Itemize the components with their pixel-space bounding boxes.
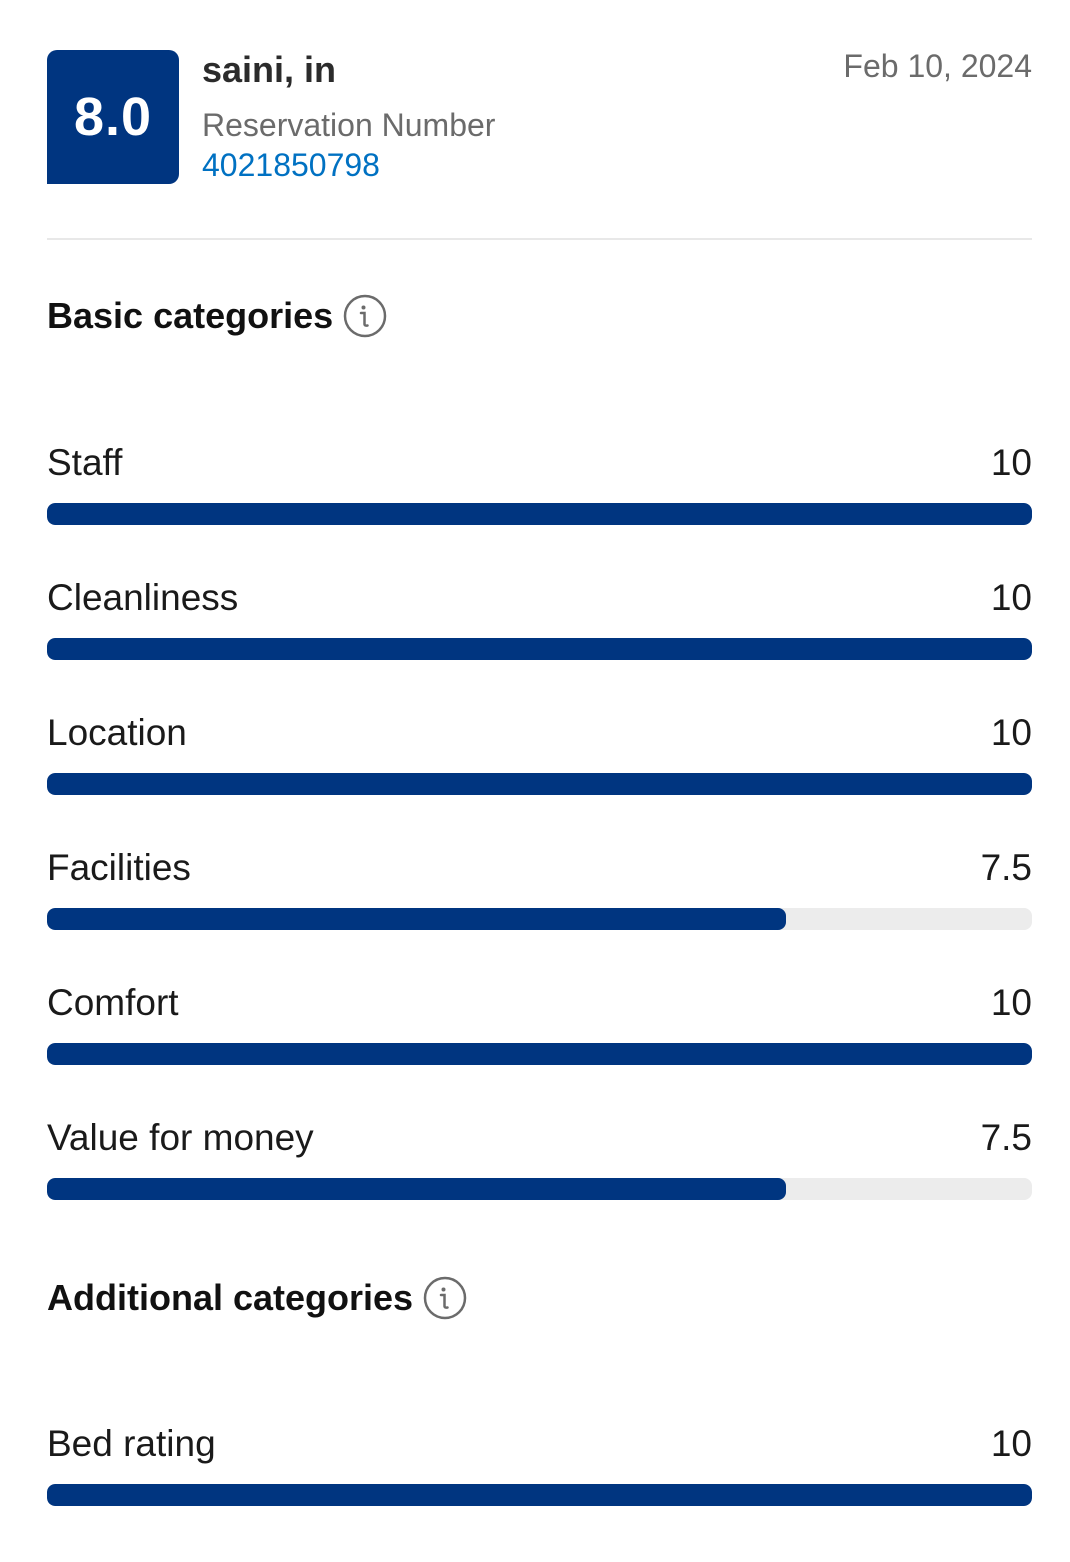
rating-label: Cleanliness — [47, 577, 239, 618]
rating-bar-track — [47, 503, 1032, 525]
rating-row-staff: Staff 10 — [47, 443, 1032, 525]
rating-label: Comfort — [47, 982, 179, 1023]
basic-categories-heading: Basic categories — [47, 294, 387, 338]
info-icon[interactable] — [343, 294, 387, 338]
rating-label: Value for money — [47, 1117, 314, 1158]
rating-bar-fill — [47, 638, 1032, 660]
rating-bar-track — [47, 773, 1032, 795]
rating-row-bed-rating: Bed rating 10 — [47, 1424, 1032, 1506]
rating-bar-track — [47, 908, 1032, 930]
rating-label: Location — [47, 712, 187, 753]
rating-bar-track — [47, 1178, 1032, 1200]
rating-bar-fill — [47, 908, 786, 930]
review-date: Feb 10, 2024 — [843, 48, 1032, 84]
rating-value: 10 — [990, 1423, 1032, 1464]
info-icon[interactable] — [423, 1276, 467, 1320]
additional-categories-title: Additional categories — [47, 1277, 414, 1318]
rating-bar-fill — [47, 773, 1032, 795]
rating-label: Bed rating — [47, 1423, 216, 1464]
additional-categories-heading: Additional categories — [47, 1276, 467, 1320]
rating-bar-fill — [47, 1484, 1032, 1506]
reservation-label: Reservation Number — [202, 107, 496, 143]
rating-value: 10 — [990, 982, 1032, 1023]
rating-bar-fill — [47, 1043, 1032, 1065]
reservation-number-link[interactable]: 4021850798 — [202, 147, 380, 183]
rating-value: 7.5 — [980, 1117, 1032, 1158]
rating-value: 10 — [990, 577, 1032, 618]
rating-bar-track — [47, 638, 1032, 660]
rating-label: Facilities — [47, 847, 191, 888]
rating-row-cleanliness: Cleanliness 10 — [47, 578, 1032, 660]
rating-row-location: Location 10 — [47, 713, 1032, 795]
rating-row-value-for-money: Value for money 7.5 — [47, 1118, 1032, 1200]
rating-bar-fill — [47, 503, 1032, 525]
guest-name: saini, in — [202, 49, 337, 90]
rating-row-comfort: Comfort 10 — [47, 983, 1032, 1065]
header-divider — [47, 238, 1032, 240]
score-badge: 8.0 — [47, 50, 179, 184]
rating-value: 7.5 — [980, 847, 1032, 888]
rating-bar-fill — [47, 1178, 786, 1200]
rating-value: 10 — [990, 712, 1032, 753]
basic-categories-title: Basic categories — [47, 295, 334, 336]
rating-label: Staff — [47, 442, 123, 483]
review-header: 8.0 saini, in Reservation Number 4021850… — [47, 48, 1032, 186]
rating-row-facilities: Facilities 7.5 — [47, 848, 1032, 930]
rating-bar-track — [47, 1484, 1032, 1506]
rating-bar-track — [47, 1043, 1032, 1065]
rating-value: 10 — [990, 442, 1032, 483]
